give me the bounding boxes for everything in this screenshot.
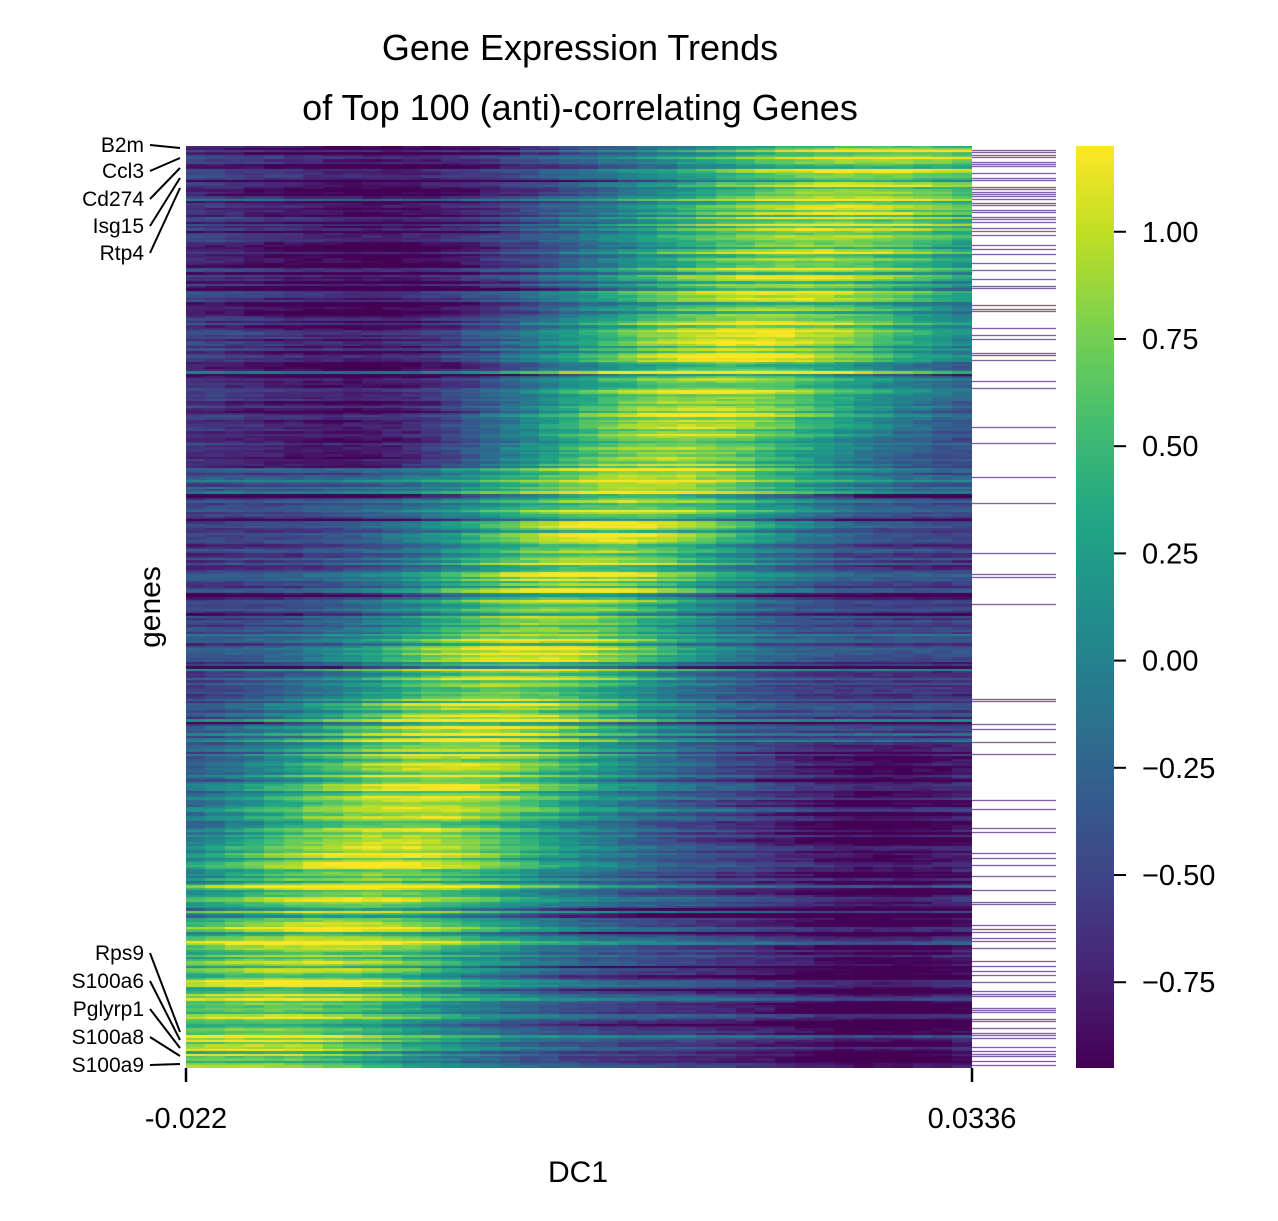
gene-leader-line (149, 144, 181, 149)
x-axis-tick-label: 0.0336 (928, 1103, 1017, 1135)
gene-label: S100a8 (72, 1026, 144, 1049)
gene-leader-line (149, 167, 181, 200)
gene-label: S100a6 (72, 970, 144, 993)
top-genes-indicator-bar (972, 146, 1056, 1068)
gene-leader-line (149, 177, 181, 227)
gene-label: Cd274 (82, 188, 144, 211)
chart-title-line-1: Gene Expression Trends (381, 27, 779, 68)
chart-title-line-2: of Top 100 (anti)-correlating Genes (302, 87, 858, 128)
gene-leader-line (149, 952, 181, 1033)
colorbar-tick-label: 1.00 (1142, 217, 1198, 249)
x-axis: -0.022 0.0336 (145, 1068, 1016, 1135)
colorbar-axis: −0.75 −0.50 −0.25 0.00 0.25 0.50 0.75 1.00 (1114, 217, 1215, 999)
x-axis-label: DC1 (548, 1156, 608, 1189)
colorbar-tick-label: 0.75 (1142, 324, 1198, 356)
gene-label: Isg15 (93, 215, 144, 238)
colorbar-tick-label: −0.50 (1142, 860, 1215, 892)
gene-leader-line (149, 1008, 181, 1049)
heatmap-cells (186, 146, 972, 1068)
colorbar-tick-label: −0.25 (1142, 753, 1215, 785)
gene-leader-line (149, 1036, 181, 1057)
gene-leader-line (149, 187, 181, 254)
colorbar (1076, 146, 1114, 1068)
colorbar-tick-label: 0.25 (1142, 538, 1198, 570)
gene-label: Pglyrp1 (73, 998, 144, 1021)
gene-label: Rtp4 (100, 242, 145, 265)
colorbar-tick-label: 0.00 (1142, 646, 1198, 678)
gene-leader-line (149, 980, 181, 1041)
y-axis-label: genes (134, 566, 167, 648)
gene-label: S100a9 (72, 1054, 144, 1077)
colorbar-tick-label: −0.75 (1142, 967, 1215, 999)
gene-leader-line (149, 1063, 181, 1066)
gene-labels: B2m Ccl3 Cd274 Isg15 Rtp4 Rps9 S100a6 Pglyrp1 S1… (72, 134, 181, 1077)
gene-label: Rps9 (95, 942, 144, 965)
x-axis-tick-label: -0.022 (145, 1103, 227, 1135)
gene-label: B2m (101, 134, 144, 157)
colorbar-tick-label: 0.50 (1142, 431, 1198, 463)
gene-label: Ccl3 (102, 160, 144, 183)
gene-leader-line (149, 157, 181, 172)
